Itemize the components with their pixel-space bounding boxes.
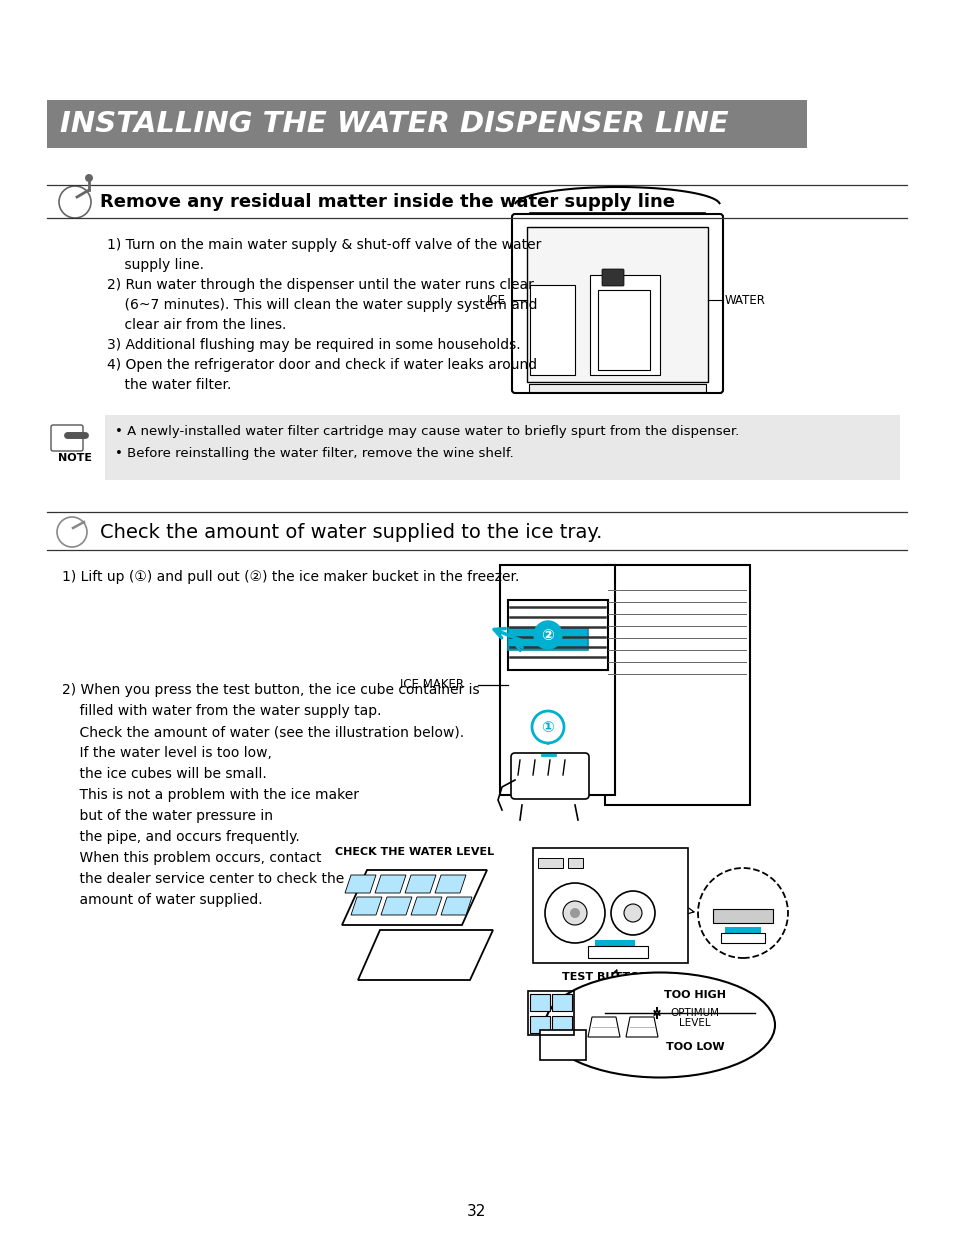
Text: 3) Additional flushing may be required in some households.: 3) Additional flushing may be required i… [107,338,520,352]
Text: filled with water from the water supply tap.: filled with water from the water supply … [62,704,381,718]
Polygon shape [357,930,493,981]
Circle shape [532,711,563,743]
FancyBboxPatch shape [512,214,722,393]
Polygon shape [375,876,406,893]
Text: Remove any residual matter inside the water supply line: Remove any residual matter inside the wa… [100,193,675,211]
Text: Check the amount of water supplied to the ice tray.: Check the amount of water supplied to th… [100,522,601,541]
Text: NOTE: NOTE [58,453,91,463]
Bar [724,927,760,935]
Text: 1) Lift up (①) and pull out (②) the ice maker bucket in the freezer.: 1) Lift up (①) and pull out (②) the ice … [62,571,518,584]
FancyBboxPatch shape [511,753,588,799]
Text: the pipe, and occurs frequently.: the pipe, and occurs frequently. [62,830,299,844]
Text: but of the water pressure in: but of the water pressure in [62,809,273,823]
Bar [587,946,647,958]
Bar [530,285,575,375]
Bar [595,940,635,948]
Bar [552,994,572,1011]
Circle shape [569,908,579,918]
Circle shape [698,868,787,958]
Text: 32: 32 [467,1204,486,1219]
Text: OPTIMUM: OPTIMUM [670,1008,719,1018]
Bar [530,994,550,1011]
Polygon shape [351,897,381,915]
Text: • Before reinstalling the water filter, remove the wine shelf.: • Before reinstalling the water filter, … [115,447,514,459]
Polygon shape [625,1016,658,1037]
Circle shape [59,186,91,219]
Bar [604,564,749,805]
Circle shape [57,517,87,547]
Text: If the water level is too low,: If the water level is too low, [62,746,272,760]
Text: ICE: ICE [486,294,505,306]
Text: When this problem occurs, contact: When this problem occurs, contact [62,851,321,864]
Bar [537,858,562,868]
Polygon shape [341,869,486,925]
Circle shape [623,904,641,923]
Text: amount of water supplied.: amount of water supplied. [62,893,262,906]
Text: 4) Open the refrigerator door and check if water leaks around: 4) Open the refrigerator door and check … [107,358,537,372]
Bar [720,932,764,944]
Text: ②: ② [541,627,554,642]
Bar [507,629,587,650]
Bar [589,275,659,375]
Text: 2) Run water through the dispenser until the water runs clear: 2) Run water through the dispenser until… [107,278,534,291]
Text: This is not a problem with the ice maker: This is not a problem with the ice maker [62,788,358,802]
Bar [533,848,687,963]
Polygon shape [411,897,441,915]
Bar [507,600,607,671]
Bar [552,1016,572,1032]
Polygon shape [380,897,412,915]
Text: WATER: WATER [724,294,765,306]
Bar [712,909,772,923]
Text: clear air from the lines.: clear air from the lines. [107,317,286,332]
Text: • A newly-installed water filter cartridge may cause water to briefly spurt from: • A newly-installed water filter cartrid… [115,425,739,437]
Ellipse shape [544,972,774,1077]
Text: 1) Turn on the main water supply & shut-off valve of the water: 1) Turn on the main water supply & shut-… [107,238,540,252]
Circle shape [562,902,586,925]
Text: INSTALLING THE WATER DISPENSER LINE: INSTALLING THE WATER DISPENSER LINE [60,110,728,138]
Polygon shape [345,876,375,893]
Text: TOO HIGH: TOO HIGH [663,990,725,1000]
Circle shape [610,890,655,935]
Bar [539,1030,585,1060]
FancyBboxPatch shape [51,425,83,451]
Text: the ice cubes will be small.: the ice cubes will be small. [62,767,267,781]
Bar [567,858,582,868]
Circle shape [534,621,561,650]
Text: supply line.: supply line. [107,258,204,272]
Text: CHECK THE WATER LEVEL: CHECK THE WATER LEVEL [335,847,494,857]
Circle shape [544,883,604,944]
FancyBboxPatch shape [601,269,623,287]
Text: LEVEL: LEVEL [679,1018,710,1028]
Text: (6~7 minutes). This will clean the water supply system and: (6~7 minutes). This will clean the water… [107,298,537,312]
Text: the dealer service center to check the: the dealer service center to check the [62,872,344,885]
Polygon shape [587,1016,619,1037]
Polygon shape [440,897,472,915]
Text: ICE MAKER: ICE MAKER [399,678,463,692]
Bar [499,564,615,795]
Bar [527,990,574,1035]
Bar [598,290,649,370]
Polygon shape [435,876,465,893]
Bar [47,100,806,148]
Text: TOO LOW: TOO LOW [665,1042,723,1052]
Bar [526,227,707,382]
Bar [529,384,705,391]
Text: 2) When you press the test button, the ice cube container is: 2) When you press the test button, the i… [62,683,479,697]
Bar [530,1016,550,1032]
Text: ①: ① [541,720,554,735]
Circle shape [85,174,92,182]
FancyBboxPatch shape [105,415,899,480]
Text: Check the amount of water (see the illustration below).: Check the amount of water (see the illus… [62,725,464,739]
Text: the water filter.: the water filter. [107,378,232,391]
Text: TEST BUTTON: TEST BUTTON [561,972,648,982]
Polygon shape [405,876,436,893]
